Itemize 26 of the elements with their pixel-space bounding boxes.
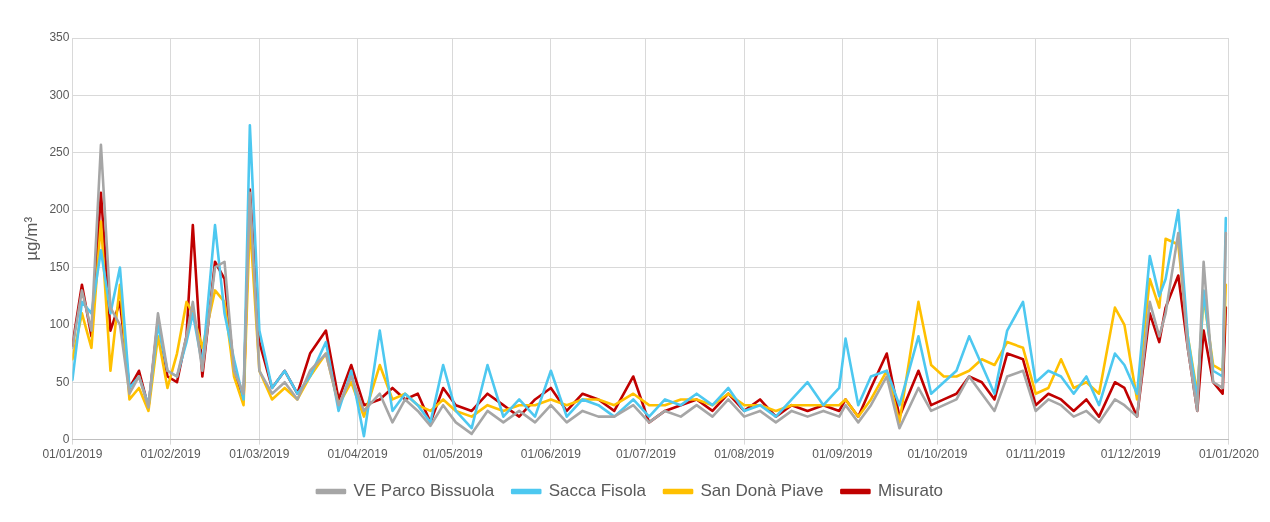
y-tick-label: 350 [49,30,70,45]
x-tick-label: 01/09/2019 [812,447,873,462]
y-tick-label: 200 [49,202,70,217]
x-tick-label: 01/07/2019 [615,447,677,462]
y-tick-label: 250 [49,145,70,160]
y-tick-label: 150 [49,259,70,274]
x-tick-label: 01/01/2019 [42,447,103,462]
y-tick-label: 0 [62,431,70,446]
y-tick-label: 50 [56,374,70,389]
x-tick-label: 01/02/2019 [140,447,201,462]
x-tick-label: 01/11/2019 [1006,447,1066,462]
x-tick-label: 01/04/2019 [327,447,388,462]
x-tick-label: 01/01/2020 [1198,447,1260,462]
x-tick-label: 01/03/2019 [229,447,290,462]
x-tick-label: 01/12/2019 [1100,447,1162,462]
x-tick-label: 01/06/2019 [520,447,582,462]
y-tick-label: 100 [49,317,70,332]
x-tick-label: 01/05/2019 [422,447,484,462]
y-tick-label: 300 [49,87,70,102]
legend-label: Misurato [877,481,944,501]
x-tick-label: 01/08/2019 [714,447,775,462]
x-tick-label: 01/10/2019 [907,447,968,462]
legend-label: Sacca Fisola [548,481,647,501]
y-axis-title: µg/m³ [21,216,41,261]
legend-label: San Donà Piave [700,481,824,501]
legend-label: VE Parco Bissuola [353,481,495,501]
